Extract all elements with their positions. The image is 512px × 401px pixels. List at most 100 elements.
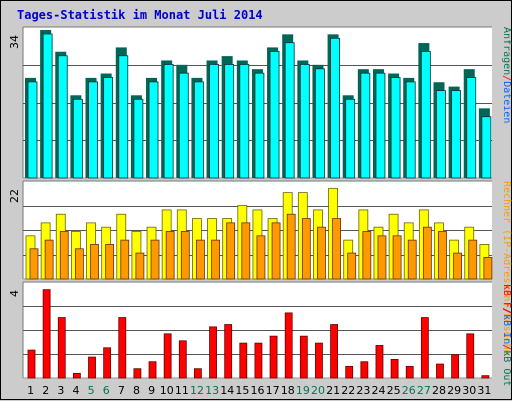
xtick-label-31: 31	[477, 384, 491, 397]
bar-dateien-20	[315, 68, 325, 179]
xtick-label-12: 12	[190, 384, 204, 397]
bar-kb-f-11	[178, 340, 187, 379]
bar-besuche-4	[74, 248, 84, 280]
bar-dateien-30	[466, 77, 477, 179]
xtick-label-19: 19	[296, 384, 310, 397]
legend-bottom-part-4: /	[501, 344, 512, 350]
xtick-label-15: 15	[235, 384, 249, 397]
bar-besuche-21	[332, 218, 341, 280]
bar-kb-f-2	[42, 289, 51, 379]
bar-dateien-2	[42, 33, 53, 179]
bar-kb-f-6	[103, 347, 112, 379]
bar-besuche-6	[105, 244, 115, 280]
bar-besuche-28	[438, 231, 447, 280]
xtick-label-4: 4	[72, 384, 79, 397]
bar-kb-f-3	[57, 317, 66, 379]
bar-besuche-31	[483, 257, 493, 280]
bar-dateien-6	[103, 77, 114, 179]
bar-dateien-11	[178, 72, 189, 179]
legend-top-part-3: Dateien	[501, 81, 512, 123]
bar-kb-f-13	[209, 326, 217, 379]
xtick-label-17: 17	[266, 384, 280, 397]
bar-besuche-12	[196, 239, 205, 280]
bar-dateien-29	[451, 90, 462, 179]
bar-dateien-13	[209, 64, 219, 179]
bar-dateien-16	[254, 72, 265, 179]
bar-besuche-26	[407, 239, 417, 280]
xtick-label-5: 5	[88, 384, 95, 397]
legend-bottom-part-1: kB F	[501, 284, 512, 308]
bar-kb-f-24	[375, 345, 384, 379]
bar-dateien-24	[375, 72, 386, 179]
bar-kb-f-28	[436, 363, 444, 379]
bar-kb-f-26	[405, 365, 414, 379]
xtick-label-6: 6	[103, 384, 110, 397]
bar-dateien-15	[239, 64, 250, 179]
xtick-label-22: 22	[341, 384, 355, 397]
bar-dateien-14	[224, 64, 235, 179]
xtick-label-14: 14	[220, 384, 234, 397]
bar-kb-f-21	[330, 324, 338, 379]
bar-besuche-7	[120, 239, 130, 280]
xtick-label-9: 9	[148, 384, 155, 397]
xtick-label-2: 2	[42, 384, 49, 397]
bar-besuche-18	[286, 213, 296, 280]
xtick-label-30: 30	[462, 384, 476, 397]
xtick-label-26: 26	[402, 384, 416, 397]
bar-besuche-5	[90, 244, 99, 280]
bar-besuche-13	[211, 239, 220, 280]
bar-kb-f-14	[224, 324, 233, 379]
bar-besuche-16	[256, 235, 266, 280]
bar-dateien-27	[420, 51, 431, 179]
bar-besuche-29	[453, 252, 463, 280]
xtick-label-25: 25	[387, 384, 401, 397]
bar-besuche-20	[317, 226, 326, 280]
bar-besuche-22	[347, 252, 357, 280]
bar-kb-f-31	[481, 375, 490, 379]
xtick-label-16: 16	[251, 384, 265, 397]
bar-dateien-21	[330, 37, 340, 179]
bar-kb-f-7	[118, 317, 127, 379]
bar-besuche-24	[377, 235, 387, 280]
legend-bottom-part-5: kB Out	[501, 350, 512, 386]
bar-dateien-18	[284, 42, 295, 179]
bar-besuche-25	[392, 235, 402, 280]
bar-kb-f-17	[269, 335, 278, 379]
bar-besuche-14	[226, 222, 236, 280]
bar-kb-f-23	[360, 361, 369, 379]
legend-top-part-1: Anfragen	[501, 27, 512, 75]
xtick-label-29: 29	[447, 384, 461, 397]
bar-kb-f-29	[451, 354, 460, 379]
bar-dateien-8	[133, 98, 144, 179]
bar-besuche-27	[422, 226, 432, 280]
bar-besuche-30	[468, 239, 478, 280]
bar-dateien-10	[163, 64, 174, 179]
xtick-label-27: 27	[417, 384, 431, 397]
bar-dateien-4	[72, 98, 83, 179]
bar-dateien-31	[481, 116, 492, 179]
ytick-top: 34	[8, 35, 21, 49]
bar-dateien-19	[299, 64, 310, 179]
legend-bottom-part-2: /	[501, 308, 512, 314]
bar-dateien-22	[345, 98, 356, 179]
xtick-label-23: 23	[356, 384, 370, 397]
legend-middle-part-2: /	[501, 307, 512, 313]
bar-besuche-11	[180, 231, 190, 280]
bar-besuche-23	[362, 231, 372, 280]
legend-bottom: kB F/kB In/kB Out	[501, 284, 512, 386]
bar-besuche-1	[29, 248, 39, 280]
bar-dateien-28	[436, 90, 446, 179]
bar-kb-f-22	[345, 365, 354, 379]
bar-kb-f-10	[163, 333, 172, 379]
bar-besuche-17	[271, 222, 281, 280]
legend-middle-part-1: Rechner (IP-Adressen)	[501, 181, 512, 307]
xtick-label-28: 28	[432, 384, 446, 397]
bar-kb-f-8	[133, 368, 142, 379]
bar-kb-f-27	[420, 317, 429, 379]
ytick-bottom: 4	[8, 290, 21, 297]
xtick-label-10: 10	[160, 384, 174, 397]
ytick-middle: 22	[8, 189, 21, 203]
bar-dateien-17	[269, 51, 280, 179]
bar-kb-f-25	[390, 358, 399, 379]
